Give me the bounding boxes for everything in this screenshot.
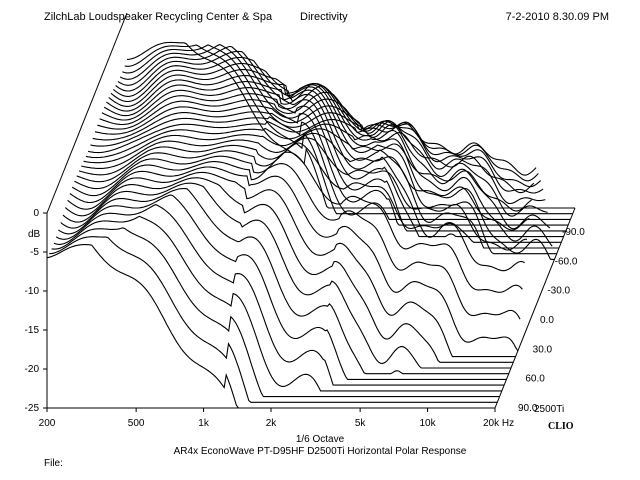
angle-tick-label: 90.0: [518, 403, 538, 414]
octave-smoothing-label: 1/6 Octave: [295, 434, 345, 445]
depth-edge: [46, 12, 128, 214]
x-tick-label: 200: [39, 418, 56, 429]
trace-0: [87, 118, 537, 176]
trace-50: [64, 177, 514, 363]
trace--65: [117, 45, 566, 232]
trace--10: [92, 105, 542, 188]
angle-tick-label: -60.0: [555, 256, 578, 267]
x-tick-label: 1k: [198, 418, 210, 429]
trace--5: [90, 112, 539, 182]
header-title: ZilchLab Loudspeaker Recycling Center & …: [44, 11, 273, 23]
y-axis-label: dB: [28, 229, 41, 240]
y-tick-label: -5: [30, 247, 39, 258]
chart-frame: [46, 12, 576, 409]
chart-caption: AR4x EconoWave PT-D95HF D2500Ti Horizont…: [173, 446, 467, 457]
trace--15: [94, 98, 544, 194]
angle-tick-label: 0.0: [540, 315, 554, 326]
y-tick-label: -15: [25, 325, 40, 336]
trace-90: [46, 244, 495, 409]
trace-65: [58, 194, 507, 380]
x-tick-label: 20k Hz: [483, 418, 514, 429]
right-depth-edge: [494, 207, 576, 409]
angle-tick-label: 30.0: [533, 344, 553, 355]
angle-tick-label: 60.0: [525, 374, 545, 385]
trace-45: [67, 171, 516, 358]
trace-75: [53, 215, 502, 392]
trace-60: [60, 188, 509, 375]
trace-85: [49, 236, 498, 403]
trace--30: [101, 83, 551, 230]
trace--85: [126, 41, 575, 209]
trace--70: [119, 44, 569, 226]
trace--75: [122, 44, 571, 220]
trace--45: [108, 68, 557, 255]
trace--55: [112, 56, 562, 243]
y-tick-label: -20: [25, 364, 40, 375]
y-axis: 0 -5 -10 -15 -20 -25 dB: [25, 208, 47, 414]
trace-40: [69, 166, 519, 352]
x-axis: 200 500 1k 2k 5k 10k 20k Hz: [39, 408, 514, 429]
trace-35: [71, 161, 521, 320]
trace--60: [115, 50, 564, 238]
header-timestamp: 7-2-2010 8.30.09 PM: [505, 11, 609, 23]
clio-brand: CLIO: [548, 421, 574, 432]
trace--35: [103, 81, 553, 247]
y-tick-label: 0: [33, 208, 39, 219]
angle-tick-label: -30.0: [547, 286, 570, 297]
trace-25: [76, 142, 525, 272]
trace--40: [106, 75, 555, 260]
x-tick-label: 10k: [420, 418, 437, 429]
x-tick-label: 2k: [266, 418, 278, 429]
file-label: File:: [44, 458, 63, 469]
waterfall-traces: [46, 41, 575, 409]
trace--80: [124, 44, 573, 215]
angle-tick-label: -90.0: [562, 227, 585, 238]
trace-10: [83, 128, 532, 212]
x-tick-label: 5k: [355, 418, 367, 429]
x-tick-label: 500: [128, 418, 145, 429]
y-tick-label: -25: [25, 403, 40, 414]
trace-70: [55, 204, 505, 386]
trace-55: [62, 182, 511, 369]
angle-axis-extra-label: 2500Ti: [534, 404, 564, 415]
trace--50: [110, 62, 559, 249]
trace-80: [51, 227, 500, 398]
header-chart-name: Directivity: [300, 11, 348, 23]
y-tick-label: -10: [25, 286, 40, 297]
